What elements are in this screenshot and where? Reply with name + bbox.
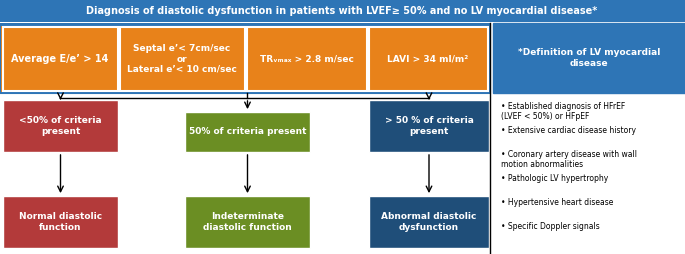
Text: • Pathologic LV hypertrophy: • Pathologic LV hypertrophy <box>501 174 608 183</box>
Text: *Definition of LV myocardial
disease: *Definition of LV myocardial disease <box>518 48 660 68</box>
Bar <box>369 100 489 152</box>
Bar <box>369 196 489 248</box>
Text: LAVI > 34 ml/m²: LAVI > 34 ml/m² <box>388 55 469 64</box>
Text: Septal e’< 7cm/sec
or
Lateral e’< 10 cm/sec: Septal e’< 7cm/sec or Lateral e’< 10 cm/… <box>127 44 237 74</box>
Bar <box>3 196 118 248</box>
Text: TRᵥₘₐₓ > 2.8 m/sec: TRᵥₘₐₓ > 2.8 m/sec <box>260 55 354 64</box>
Text: • Coronary artery disease with wall
motion abnormalities: • Coronary artery disease with wall moti… <box>501 150 637 169</box>
Text: • Established diagnosis of HFrEF
(LVEF < 50%) or HFpEF: • Established diagnosis of HFrEF (LVEF <… <box>501 102 625 121</box>
Text: Average E/e’ > 14: Average E/e’ > 14 <box>12 54 109 64</box>
Bar <box>3 27 118 91</box>
Text: • Extensive cardiac disease history: • Extensive cardiac disease history <box>501 126 636 135</box>
Bar <box>369 27 488 91</box>
Bar <box>0 23 490 25</box>
Text: > 50 % of criteria
present: > 50 % of criteria present <box>384 116 473 136</box>
Text: <50% of criteria
present: <50% of criteria present <box>19 116 102 136</box>
Text: Normal diastolic
function: Normal diastolic function <box>19 212 102 232</box>
Bar <box>493 23 685 93</box>
Text: • Specific Doppler signals: • Specific Doppler signals <box>501 222 600 231</box>
Bar <box>185 196 310 248</box>
Bar <box>247 27 367 91</box>
Text: Diagnosis of diastolic dysfunction in patients with LVEF≥ 50% and no LV myocardi: Diagnosis of diastolic dysfunction in pa… <box>86 6 597 16</box>
Bar <box>0 0 685 22</box>
Bar <box>185 112 310 152</box>
Text: 50% of criteria present: 50% of criteria present <box>189 128 306 136</box>
Text: Indeterminate
diastolic function: Indeterminate diastolic function <box>203 212 292 232</box>
Bar <box>3 100 118 152</box>
Bar <box>0 25 490 93</box>
Text: • Hypertensive heart disease: • Hypertensive heart disease <box>501 198 613 207</box>
Bar <box>120 27 245 91</box>
Text: Abnormal diastolic
dysfunction: Abnormal diastolic dysfunction <box>382 212 477 232</box>
